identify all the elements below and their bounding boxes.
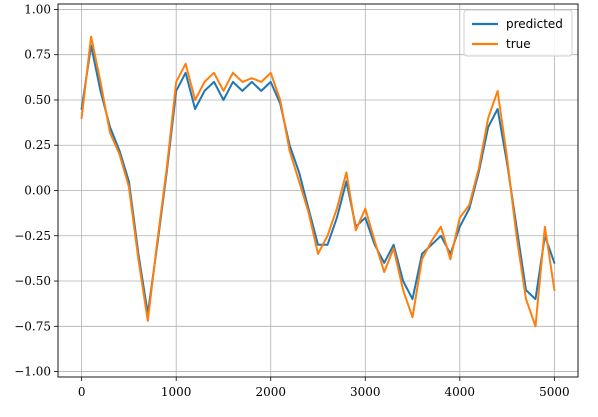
y-tick-label: 0.75: [24, 48, 51, 62]
legend: predicted true: [463, 9, 573, 57]
legend-label-predicted: predicted: [506, 17, 563, 31]
grid-lines: [58, 4, 578, 377]
x-tick-label: 2000: [255, 385, 286, 399]
x-axis: 0 1000 2000 3000 4000 5000: [78, 377, 570, 399]
y-tick-label: −1.00: [14, 365, 51, 379]
y-tick-label: 1.00: [24, 2, 51, 16]
y-tick-label: 0.25: [24, 138, 51, 152]
x-tick-label: 5000: [539, 385, 570, 399]
y-tick-label: 0.00: [24, 184, 51, 198]
x-tick-label: 0: [78, 385, 86, 399]
x-tick-label: 3000: [350, 385, 381, 399]
series-line-true: [80, 35, 556, 328]
x-tick-label: 1000: [161, 385, 192, 399]
series-lines: [80, 35, 556, 328]
y-tick-label: −0.50: [14, 274, 51, 288]
y-tick-label: −0.25: [14, 229, 51, 243]
legend-label-true: true: [506, 37, 531, 51]
y-tick-label: 0.50: [24, 93, 51, 107]
y-axis: −1.00 −0.75 −0.50 −0.25 0.00 0.25 0.50 0.75 1.00: [14, 2, 58, 379]
x-tick-label: 4000: [445, 385, 476, 399]
y-tick-label: −0.75: [14, 319, 51, 333]
